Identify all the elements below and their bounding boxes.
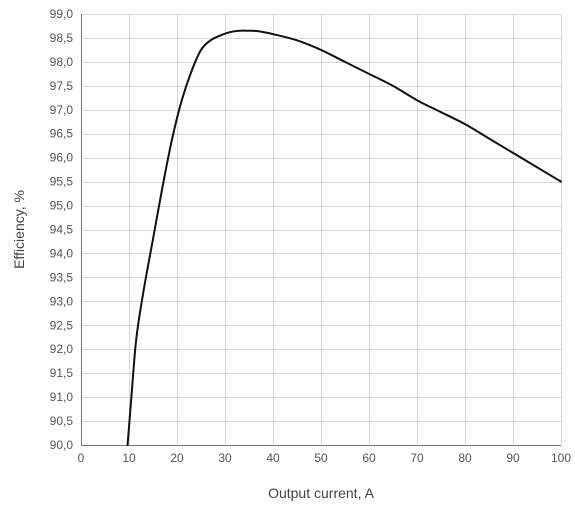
y-tick-label: 90,5 bbox=[50, 414, 74, 428]
x-tick-label: 70 bbox=[410, 451, 424, 465]
y-tick-label: 95,0 bbox=[50, 199, 74, 213]
y-tick-label: 90,0 bbox=[50, 438, 74, 452]
y-tick-label: 93,5 bbox=[50, 270, 74, 284]
x-tick-label: 90 bbox=[506, 451, 520, 465]
series-group bbox=[126, 29, 562, 446]
x-tick-label: 80 bbox=[458, 451, 472, 465]
y-tick-label: 94,5 bbox=[50, 223, 74, 237]
x-tick-label: 0 bbox=[78, 451, 85, 465]
y-tick-label: 98,0 bbox=[50, 55, 74, 69]
y-tick-label: 92,0 bbox=[50, 342, 74, 356]
efficiency-series-line bbox=[126, 29, 562, 446]
x-gridlines bbox=[81, 14, 562, 445]
x-tick-label: 100 bbox=[551, 451, 571, 465]
y-tick-label: 95,5 bbox=[50, 175, 74, 189]
y-tick-label: 99,0 bbox=[50, 7, 74, 21]
x-tick-label: 20 bbox=[170, 451, 184, 465]
x-axis-title: Output current, A bbox=[268, 485, 374, 501]
y-tick-label: 96,0 bbox=[50, 151, 74, 165]
y-tick-label: 98,5 bbox=[50, 31, 74, 45]
y-tick-label: 94,0 bbox=[50, 246, 74, 260]
x-tick-label: 40 bbox=[266, 451, 280, 465]
y-tick-label: 97,5 bbox=[50, 79, 74, 93]
y-tick-label: 97,0 bbox=[50, 103, 74, 117]
x-tick-label: 30 bbox=[218, 451, 232, 465]
x-tick-labels: 0 10 20 30 40 50 60 70 80 90 100 bbox=[78, 451, 572, 465]
y-tick-label: 92,5 bbox=[50, 318, 74, 332]
y-tick-label: 93,0 bbox=[50, 294, 74, 308]
y-tick-label: 91,0 bbox=[50, 390, 74, 404]
y-tick-label: 91,5 bbox=[50, 366, 74, 380]
x-tick-label: 50 bbox=[314, 451, 328, 465]
y-axis-title: Efficiency, % bbox=[11, 190, 27, 269]
y-tick-label: 96,5 bbox=[50, 127, 74, 141]
x-tick-label: 60 bbox=[362, 451, 376, 465]
y-tick-labels: 90,0 90,5 91,0 91,5 92,0 92,5 93,0 93,5 94,0 94,5… bbox=[50, 7, 74, 452]
x-tick-label: 10 bbox=[122, 451, 136, 465]
